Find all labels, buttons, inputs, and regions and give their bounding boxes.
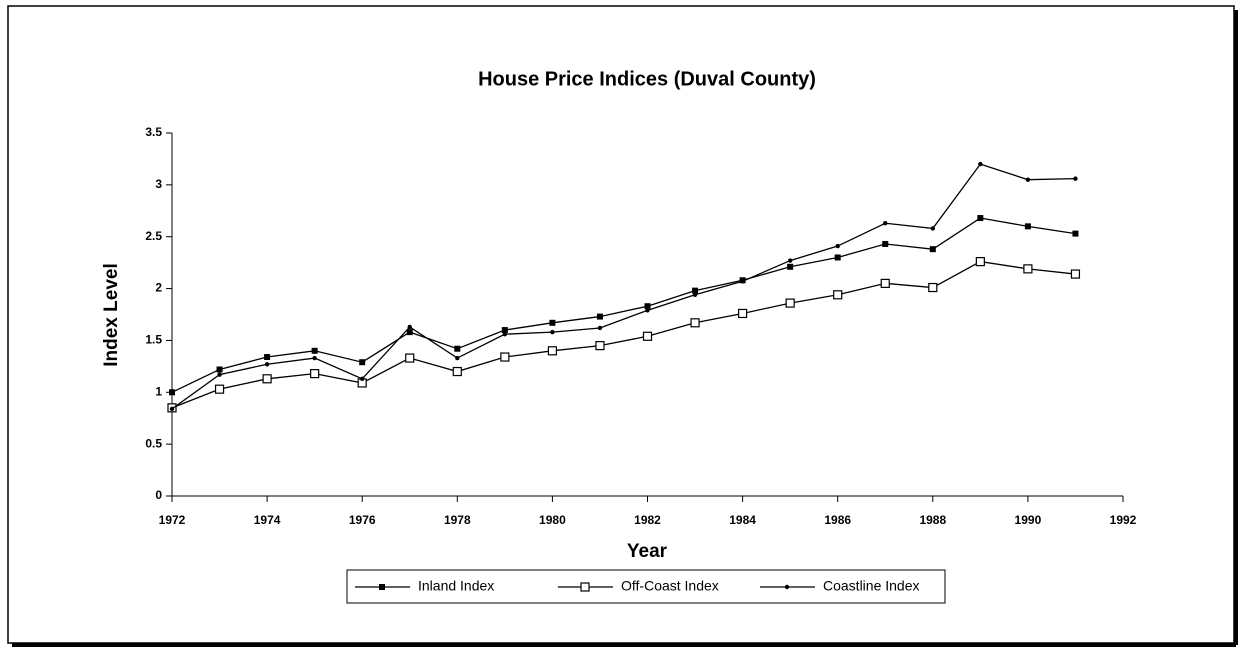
- data-point: [549, 319, 556, 326]
- y-tick-label: 1.5: [145, 333, 162, 347]
- data-point: [169, 406, 175, 412]
- y-tick-label: 2.5: [145, 229, 162, 243]
- data-point: [787, 263, 794, 270]
- data-point: [692, 287, 699, 294]
- data-point: [310, 369, 320, 379]
- legend-label: Inland Index: [418, 578, 494, 594]
- legend-label: Off-Coast Index: [621, 578, 719, 594]
- data-point: [737, 308, 748, 319]
- y-tick-label: 0.5: [145, 436, 162, 450]
- data-point: [550, 329, 555, 335]
- series-line: [171, 163, 1076, 410]
- series-line: [171, 217, 1076, 393]
- data-point: [455, 355, 460, 361]
- data-point: [787, 258, 793, 263]
- data-point: [454, 345, 461, 352]
- x-tick-label: 1978: [444, 513, 471, 527]
- legend-marker: [580, 582, 590, 592]
- data-point: [312, 355, 317, 361]
- data-point: [644, 303, 651, 310]
- data-point: [883, 221, 888, 226]
- x-tick-label: 1992: [1110, 513, 1137, 527]
- data-point: [930, 226, 935, 231]
- legend-label: Coastline Index: [823, 578, 920, 594]
- data-point: [406, 329, 413, 336]
- data-point: [977, 215, 984, 222]
- x-tick-label: 1986: [824, 513, 851, 527]
- data-point: [547, 346, 558, 356]
- data-point: [785, 298, 795, 308]
- x-tick-label: 1990: [1015, 513, 1042, 527]
- data-point: [596, 313, 603, 320]
- data-point: [1023, 264, 1033, 274]
- data-point: [880, 278, 890, 288]
- data-point: [405, 353, 415, 363]
- data-point: [169, 389, 175, 396]
- data-point: [1025, 177, 1031, 182]
- data-point: [360, 376, 365, 382]
- data-point: [597, 325, 603, 331]
- data-point: [835, 243, 840, 249]
- x-tick-label: 1982: [634, 513, 661, 527]
- data-point: [264, 354, 271, 361]
- data-point: [359, 359, 366, 366]
- data-point: [264, 362, 270, 367]
- legend-entry: Off-Coast Index: [558, 578, 719, 594]
- x-tick-label: 1984: [729, 513, 756, 527]
- chart-title: House Price Indices (Duval County): [478, 68, 816, 90]
- y-axis-label: Index Level: [101, 263, 122, 367]
- legend-entry: Inland Index: [355, 578, 494, 594]
- data-point: [595, 341, 605, 351]
- data-point: [740, 279, 745, 284]
- y-tick-label: 3: [155, 177, 162, 191]
- data-point: [500, 352, 510, 362]
- x-tick-label: 1988: [919, 513, 946, 527]
- data-point: [928, 282, 938, 293]
- series-line: [171, 260, 1076, 409]
- legend-box: [346, 569, 946, 604]
- data-point: [882, 240, 889, 247]
- data-point: [692, 292, 698, 297]
- data-point: [1072, 230, 1079, 237]
- data-point: [216, 366, 223, 373]
- data-point: [1070, 269, 1081, 279]
- y-tick-label: 2: [155, 281, 162, 295]
- data-point: [645, 308, 650, 313]
- data-point: [929, 246, 936, 253]
- data-point: [1073, 176, 1078, 181]
- chart-frame: [7, 5, 1235, 644]
- data-point: [311, 347, 318, 354]
- data-point: [642, 331, 653, 341]
- x-tick-label: 1980: [539, 513, 566, 527]
- data-point: [262, 374, 272, 384]
- x-tick-label: 1972: [159, 513, 186, 527]
- y-tick-label: 0: [155, 488, 162, 502]
- x-axis-label: Year: [627, 541, 668, 562]
- y-tick-label: 1: [155, 384, 162, 398]
- data-point: [690, 318, 700, 328]
- legend-marker: [379, 584, 385, 590]
- data-point: [217, 372, 222, 377]
- x-tick-label: 1976: [349, 513, 376, 527]
- legend-marker: [784, 584, 790, 590]
- data-point: [978, 161, 983, 167]
- data-point: [1024, 223, 1031, 230]
- legend-entry: Coastline Index: [760, 578, 920, 594]
- data-point: [501, 327, 508, 334]
- data-point: [214, 384, 225, 394]
- x-tick-label: 1974: [254, 513, 281, 527]
- data-point: [975, 257, 985, 267]
- data-point: [407, 324, 412, 330]
- data-point: [833, 290, 843, 300]
- data-point: [502, 332, 508, 337]
- data-point: [834, 254, 841, 261]
- data-point: [452, 366, 462, 377]
- y-tick-label: 3.5: [145, 125, 162, 139]
